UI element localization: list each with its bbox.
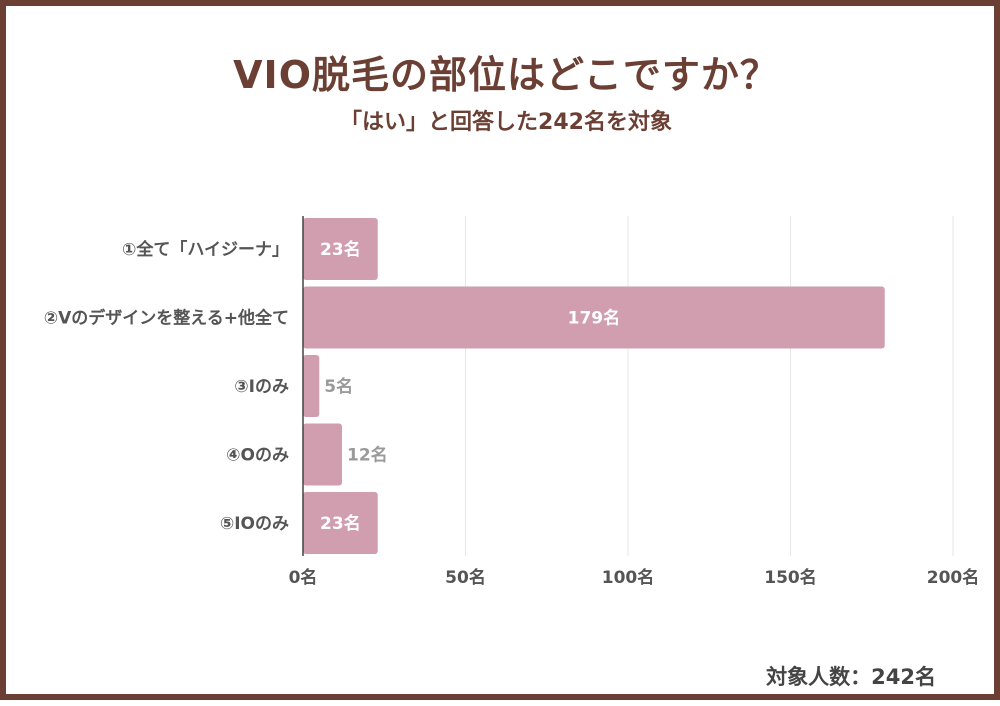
x-tick-label-200: 200名 <box>927 567 980 588</box>
category-label-1: ①全て「ハイジーナ」 <box>122 239 289 260</box>
bar-5 <box>303 492 378 554</box>
chart-title: VIO脱毛の部位はどこですか？ <box>233 53 779 97</box>
value-label-4: 12名 <box>347 445 388 466</box>
category-label-4: ④Oのみ <box>226 446 289 466</box>
value-label-3: 5名 <box>324 376 353 397</box>
chart-subtitle: 「はい」と回答した242名を対象 <box>340 110 672 135</box>
value-label-2: 179名 <box>568 308 621 329</box>
value-label-5: 23名 <box>320 513 361 534</box>
bar-2 <box>303 286 885 349</box>
bar-1 <box>303 218 378 280</box>
x-tick-label-0: 0名 <box>289 567 318 588</box>
x-tick-label-50: 50名 <box>445 567 486 588</box>
x-tick-label-100: 100名 <box>602 567 655 588</box>
bar-chart: ①全て「ハイジーナ」 23名 ②Vのデザインを整える+他全て 179名 ③Iのみ 5名 ④O… <box>44 216 980 588</box>
category-label-2: ②Vのデザインを整える+他全て <box>44 308 289 329</box>
x-tick-label-150: 150名 <box>764 567 817 588</box>
bar-4 <box>303 423 342 486</box>
category-label-5: ⑤IOのみ <box>220 514 289 534</box>
category-label-3: ③Iのみ <box>234 377 289 397</box>
value-label-1: 23名 <box>320 239 361 260</box>
sample-size-note: 対象人数：242名 <box>766 665 936 689</box>
bar-3 <box>303 355 320 417</box>
